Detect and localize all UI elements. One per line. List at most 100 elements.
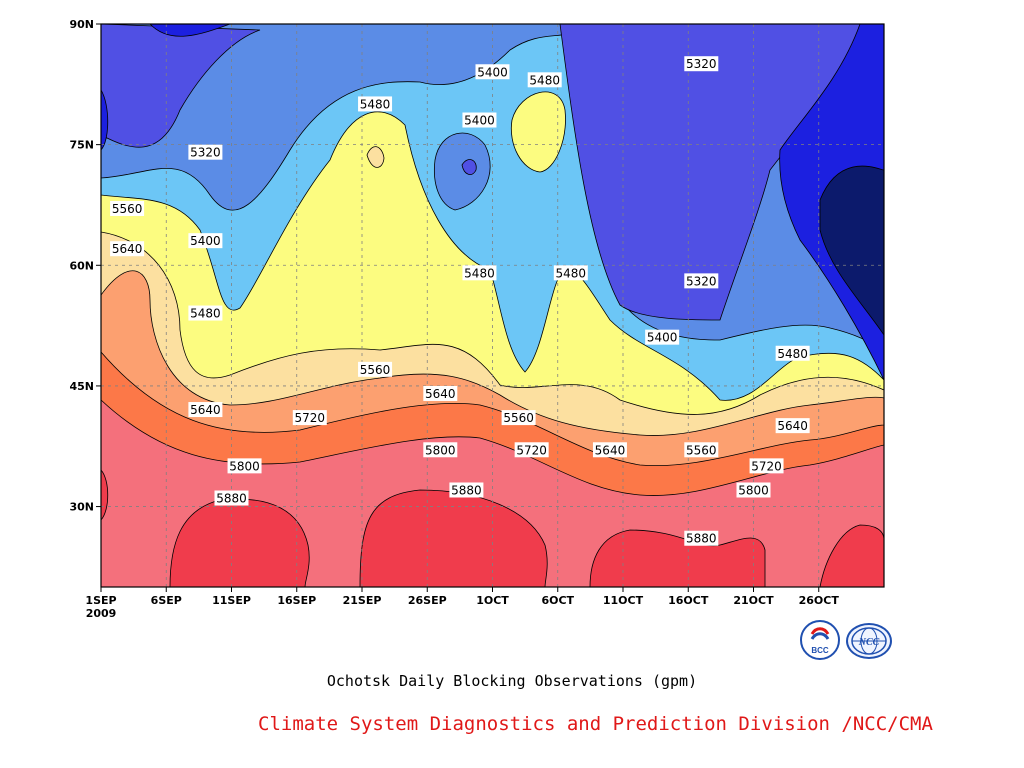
band-5400-island [433, 132, 491, 211]
contour-label: 5880 [214, 490, 249, 506]
x-tick-label: 1OCT [476, 594, 509, 607]
contour-label-text: 5560 [503, 411, 534, 425]
band-5560-island [510, 91, 566, 173]
contour-label-text: 5480 [529, 73, 560, 87]
contour-label: 5720 [749, 458, 784, 474]
contour-label: 5480 [527, 72, 562, 88]
contour-label: 5320 [684, 56, 719, 72]
contour-label: 5560 [110, 200, 145, 216]
contour-label-text: 5640 [190, 403, 221, 417]
contour-label-bg [475, 64, 510, 80]
contour-label: 5400 [462, 112, 497, 128]
band-5320 [101, 24, 884, 321]
contour-label: 5800 [227, 458, 262, 474]
chart-title: Ochotsk Daily Blocking Observations (gpm… [326, 672, 698, 690]
contour-label-bg [423, 385, 458, 401]
svg-text:BCC: BCC [811, 646, 829, 655]
contour-label-bg [514, 442, 549, 458]
x-tick-label: 1SEP [85, 594, 116, 607]
contour-label: 5720 [514, 442, 549, 458]
contour-label-text: 5480 [360, 97, 391, 111]
contour-label-text: 5400 [190, 234, 221, 248]
contour-label-text: 5640 [595, 443, 626, 457]
contour-label-bg [188, 144, 223, 160]
x-tick-label: 21OCT [733, 594, 774, 607]
band-5640-island [366, 146, 385, 168]
contour-label-bg [553, 265, 588, 281]
contour-label-text: 5560 [686, 443, 717, 457]
band-gt5880-a [169, 498, 310, 587]
contour-label: 5400 [645, 329, 680, 345]
x-tick-label: 26SEP [408, 594, 447, 607]
y-tick-label: 75N [69, 139, 94, 152]
x-tick-label: 21SEP [343, 594, 382, 607]
contour-label: 5480 [358, 96, 393, 112]
contour-label: 5560 [684, 442, 719, 458]
x-year-label: 2009 [86, 607, 117, 620]
x-tick-label: 11SEP [212, 594, 251, 607]
contour-label: 5640 [775, 418, 810, 434]
contour-label-text: 5640 [112, 242, 143, 256]
contour-label-bg [684, 442, 719, 458]
contour-label: 5400 [475, 64, 510, 80]
contour-label-text: 5400 [464, 114, 495, 128]
contour-label-text: 5320 [190, 146, 221, 160]
contour-label-bg [527, 72, 562, 88]
ncc-logo: NCC [846, 623, 892, 659]
contour-label-bg [188, 402, 223, 418]
contour-label-text: 5720 [751, 459, 782, 473]
x-tick-label: 16OCT [668, 594, 709, 607]
contour-label-text: 5400 [477, 65, 508, 79]
contour-label-bg [358, 96, 393, 112]
contour-label-text: 5800 [229, 459, 260, 473]
bcc-emblem-icon: BCC [810, 627, 830, 655]
contour-label: 5320 [684, 273, 719, 289]
contour-label-bg [214, 490, 249, 506]
contour-label-text: 5800 [738, 483, 769, 497]
x-tick-label: 6SEP [151, 594, 182, 607]
contour-label-bg [749, 458, 784, 474]
contour-label: 5320 [188, 144, 223, 160]
contour-label-bg [110, 241, 145, 257]
contour-label-bg [227, 458, 262, 474]
contour-label-bg [645, 329, 680, 345]
contour-label: 5400 [188, 233, 223, 249]
contour-label-bg [423, 442, 458, 458]
contour-label-bg [775, 345, 810, 361]
y-tick-label: 45N [69, 380, 94, 393]
contour-label-bg [110, 200, 145, 216]
contour-label-text: 5880 [686, 532, 717, 546]
band-5320-island [461, 159, 477, 175]
credit-text: Climate System Diagnostics and Predictio… [258, 713, 933, 735]
contour-label: 5640 [592, 442, 627, 458]
contour-label-bg [188, 305, 223, 321]
contour-label-bg [501, 410, 536, 426]
contour-label: 5480 [462, 265, 497, 281]
contour-label-text: 5480 [464, 266, 495, 280]
contour-label: 5800 [423, 442, 458, 458]
contour-label-text: 5880 [216, 492, 247, 506]
contour-label: 5480 [553, 265, 588, 281]
contour-label-bg [449, 482, 484, 498]
contour-label-text: 5400 [647, 331, 678, 345]
contour-label-text: 5640 [777, 419, 808, 433]
contour-label: 5560 [358, 361, 393, 377]
contour-label: 5560 [501, 410, 536, 426]
contour-label-text: 5800 [425, 443, 456, 457]
contour-label: 5480 [775, 345, 810, 361]
contour-label: 5480 [188, 305, 223, 321]
contour-label: 5880 [449, 482, 484, 498]
contour-label-text: 5560 [360, 363, 391, 377]
contour-label-text: 5720 [295, 411, 326, 425]
y-tick-label: 60N [69, 259, 94, 272]
y-tick-label: 90N [69, 18, 94, 31]
contour-label-text: 5320 [686, 274, 717, 288]
contour-label-bg [462, 265, 497, 281]
contour-label-bg [592, 442, 627, 458]
contour-label-text: 5480 [190, 307, 221, 321]
x-tick-label: 11OCT [603, 594, 644, 607]
bcc-logo: BCC [800, 620, 840, 660]
x-tick-label: 26OCT [799, 594, 840, 607]
y-axis: 30N 45N 60N 75N 90N [69, 18, 101, 514]
